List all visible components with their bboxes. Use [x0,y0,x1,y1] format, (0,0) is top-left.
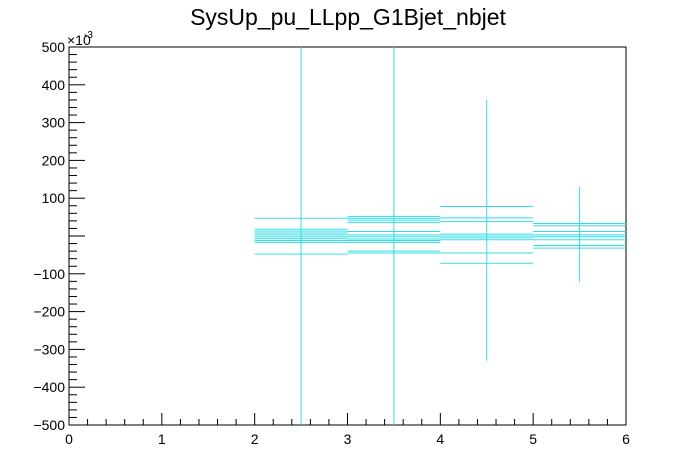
y-exponent-base: ×10 [67,32,91,48]
x-tick-label: 2 [251,431,259,447]
y-tick-label: −100 [33,266,65,282]
data-layer [254,47,626,425]
axis-layer: 0 1 2 3 4 5 6 −500 −400 −300 −200 −100 100 200 300 400 5… [33,39,630,447]
x-tick-label: 5 [529,431,537,447]
y-tick-label: 100 [42,190,66,206]
y-tick-label: −200 [33,304,65,320]
x-tick-label: 6 [622,431,630,447]
chart-title: SysUp_pu_LLpp_G1Bjet_nbjet [190,4,506,30]
y-tick-label: 400 [42,77,66,93]
y-tick-label: −300 [33,341,65,357]
y-tick-label: −500 [33,417,65,433]
x-tick-label: 4 [436,431,444,447]
y-tick-label: −400 [33,379,65,395]
y-tick-label: 500 [42,39,66,55]
plot-frame [68,46,627,426]
y-tick-label: 300 [42,115,66,131]
y-exponent-power: -3 [84,30,93,41]
x-tick-label: 0 [65,431,73,447]
x-tick-label: 3 [344,431,352,447]
x-tick-label: 1 [158,431,166,447]
y-tick-label: 200 [42,152,66,168]
